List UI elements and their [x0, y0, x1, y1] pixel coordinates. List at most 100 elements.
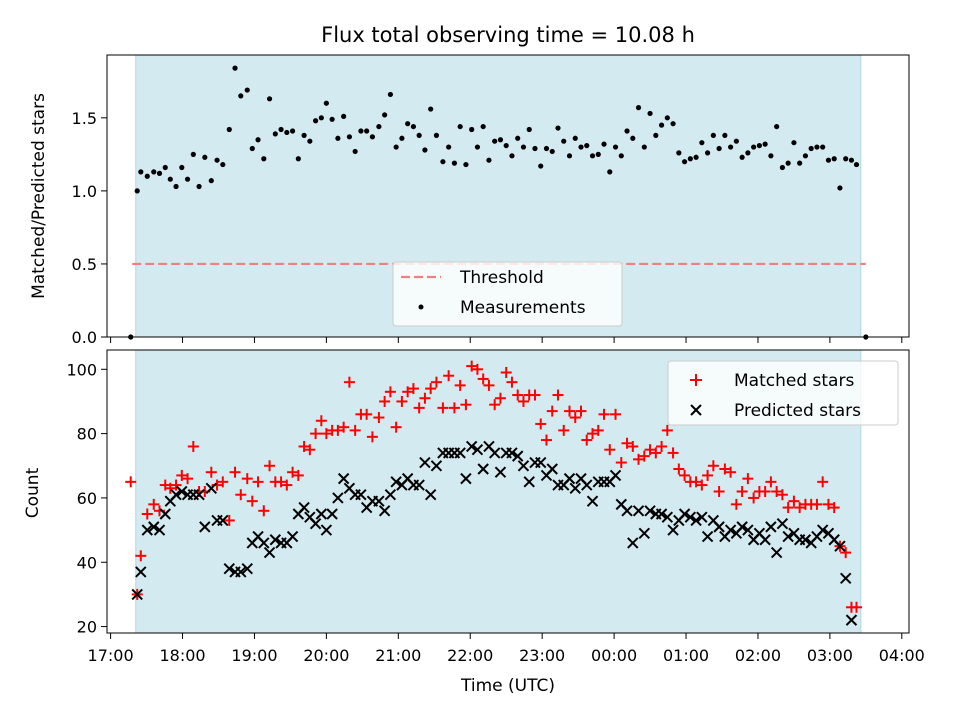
predicted-marker-b — [488, 447, 501, 459]
measurement-point — [578, 144, 584, 150]
matched-star-marker — [840, 547, 852, 559]
bottom-x-tick-label: 19:00 — [231, 646, 277, 665]
measurement-point — [214, 157, 220, 163]
measurement-point — [733, 138, 739, 144]
predicted-star-marker — [696, 511, 708, 523]
predicted-star-marker — [286, 530, 299, 543]
matched-star-marker — [656, 440, 668, 452]
predicted-marker-b — [424, 489, 437, 501]
measurement-point — [295, 156, 301, 162]
predicted-marker-b — [517, 460, 530, 472]
legend-predicted-swatch — [690, 404, 702, 416]
matched-star-marker — [148, 498, 160, 510]
bottom-panel-frame — [106, 349, 910, 634]
top-y-tick-label: 1.0 — [72, 182, 97, 201]
predicted-marker-b — [621, 505, 633, 517]
measurement-point — [469, 126, 475, 133]
matched-star-marker — [546, 405, 558, 417]
measurement-point — [179, 164, 185, 171]
top-panel: 0.0 0.5 1.0 1.5 Matched/Predicted stars Thr… — [29, 54, 910, 347]
bottom-panel: 20 40 60 80 100 17:00 18:00 19:00 20:00 21:00 22:… — [23, 349, 925, 696]
measurement-point — [196, 183, 202, 190]
measurement-point — [335, 135, 341, 141]
measurement-point — [791, 140, 797, 146]
predicted-marker-b — [782, 530, 794, 543]
bottom-y-tick-label: 100 — [66, 360, 97, 379]
top-legend: Threshold Measurements — [392, 261, 623, 327]
predicted-marker-b — [135, 566, 147, 578]
measurement-point — [848, 157, 855, 163]
bottom-x-axis-label: Time (UTC) — [460, 676, 555, 696]
predicted-marker-b — [315, 508, 328, 520]
predicted-marker-b — [241, 562, 253, 575]
matched-star-marker — [264, 460, 276, 472]
predicted-star-marker — [337, 472, 350, 485]
measurement-point — [768, 153, 774, 159]
predicted-marker-b — [701, 530, 714, 543]
measurement-point — [624, 128, 630, 134]
predicted-marker-b — [512, 450, 524, 462]
predicted-marker-b — [834, 540, 846, 552]
predicted-marker-b — [390, 476, 402, 488]
measurement-point — [358, 128, 364, 134]
predicted-marker-b — [148, 521, 160, 533]
predicted-star-marker — [569, 482, 581, 494]
predicted-marker-b — [471, 443, 484, 456]
predicted-star-marker — [609, 469, 622, 482]
predicted-marker-b — [298, 501, 310, 514]
predicted-marker-b — [678, 508, 691, 520]
matched-star-marker — [390, 421, 402, 433]
predicted-marker-b — [483, 440, 495, 453]
predicted-marker-b — [235, 566, 247, 578]
matched-star-marker — [471, 363, 483, 375]
predicted-star-marker — [430, 460, 443, 472]
matched-star-marker — [828, 502, 840, 514]
measurement-point — [762, 141, 768, 147]
predicted-stars-markers — [131, 440, 858, 626]
matched-star-marker — [135, 550, 147, 562]
matched-star-marker — [304, 444, 316, 456]
measurement-point — [376, 123, 382, 130]
measurement-point — [266, 96, 273, 102]
predicted-marker-b — [176, 485, 188, 498]
measurement-point — [474, 144, 481, 150]
legend-matched-label: Matched stars — [734, 371, 854, 391]
matched-star-marker — [776, 489, 788, 501]
measurement-point — [422, 147, 428, 153]
measurement-point — [635, 105, 642, 111]
bottom-x-tick-label: 01:00 — [663, 646, 709, 665]
predicted-star-marker — [199, 521, 211, 533]
measurement-point — [451, 160, 458, 166]
predicted-star-marker — [131, 588, 143, 601]
predicted-star-marker — [517, 460, 530, 472]
measurement-point — [509, 153, 515, 159]
measurement-point — [318, 115, 324, 121]
predicted-star-marker — [845, 614, 858, 626]
matched-star-marker — [217, 476, 229, 488]
measurement-point — [167, 176, 173, 182]
measurement-point — [612, 144, 619, 150]
bottom-y-tick-label: 40 — [77, 553, 97, 572]
bottom-x-tick-label: 03:00 — [807, 646, 853, 665]
matched-star-marker — [489, 399, 501, 411]
predicted-star-marker — [170, 489, 182, 501]
predicted-marker-b — [384, 489, 397, 501]
predicted-star-marker — [390, 476, 402, 488]
top-y-tick-label: 0.5 — [72, 255, 97, 274]
predicted-star-marker — [627, 537, 639, 549]
measurement-point — [369, 134, 376, 140]
matched-star-marker — [396, 395, 408, 407]
bottom-x-tick-label: 17:00 — [88, 646, 134, 665]
matched-star-marker — [627, 440, 639, 452]
measurement-point — [549, 148, 555, 155]
predicted-star-marker — [494, 466, 507, 478]
predicted-star-marker — [581, 479, 593, 491]
predicted-marker-b — [378, 505, 391, 517]
matched-star-marker — [229, 466, 241, 478]
matched-star-marker — [235, 489, 247, 501]
matched-star-marker — [690, 476, 702, 488]
matched-star-marker — [454, 379, 466, 391]
matched-star-marker — [338, 421, 350, 433]
predicted-marker-b — [258, 537, 270, 549]
predicted-star-marker — [223, 562, 235, 575]
